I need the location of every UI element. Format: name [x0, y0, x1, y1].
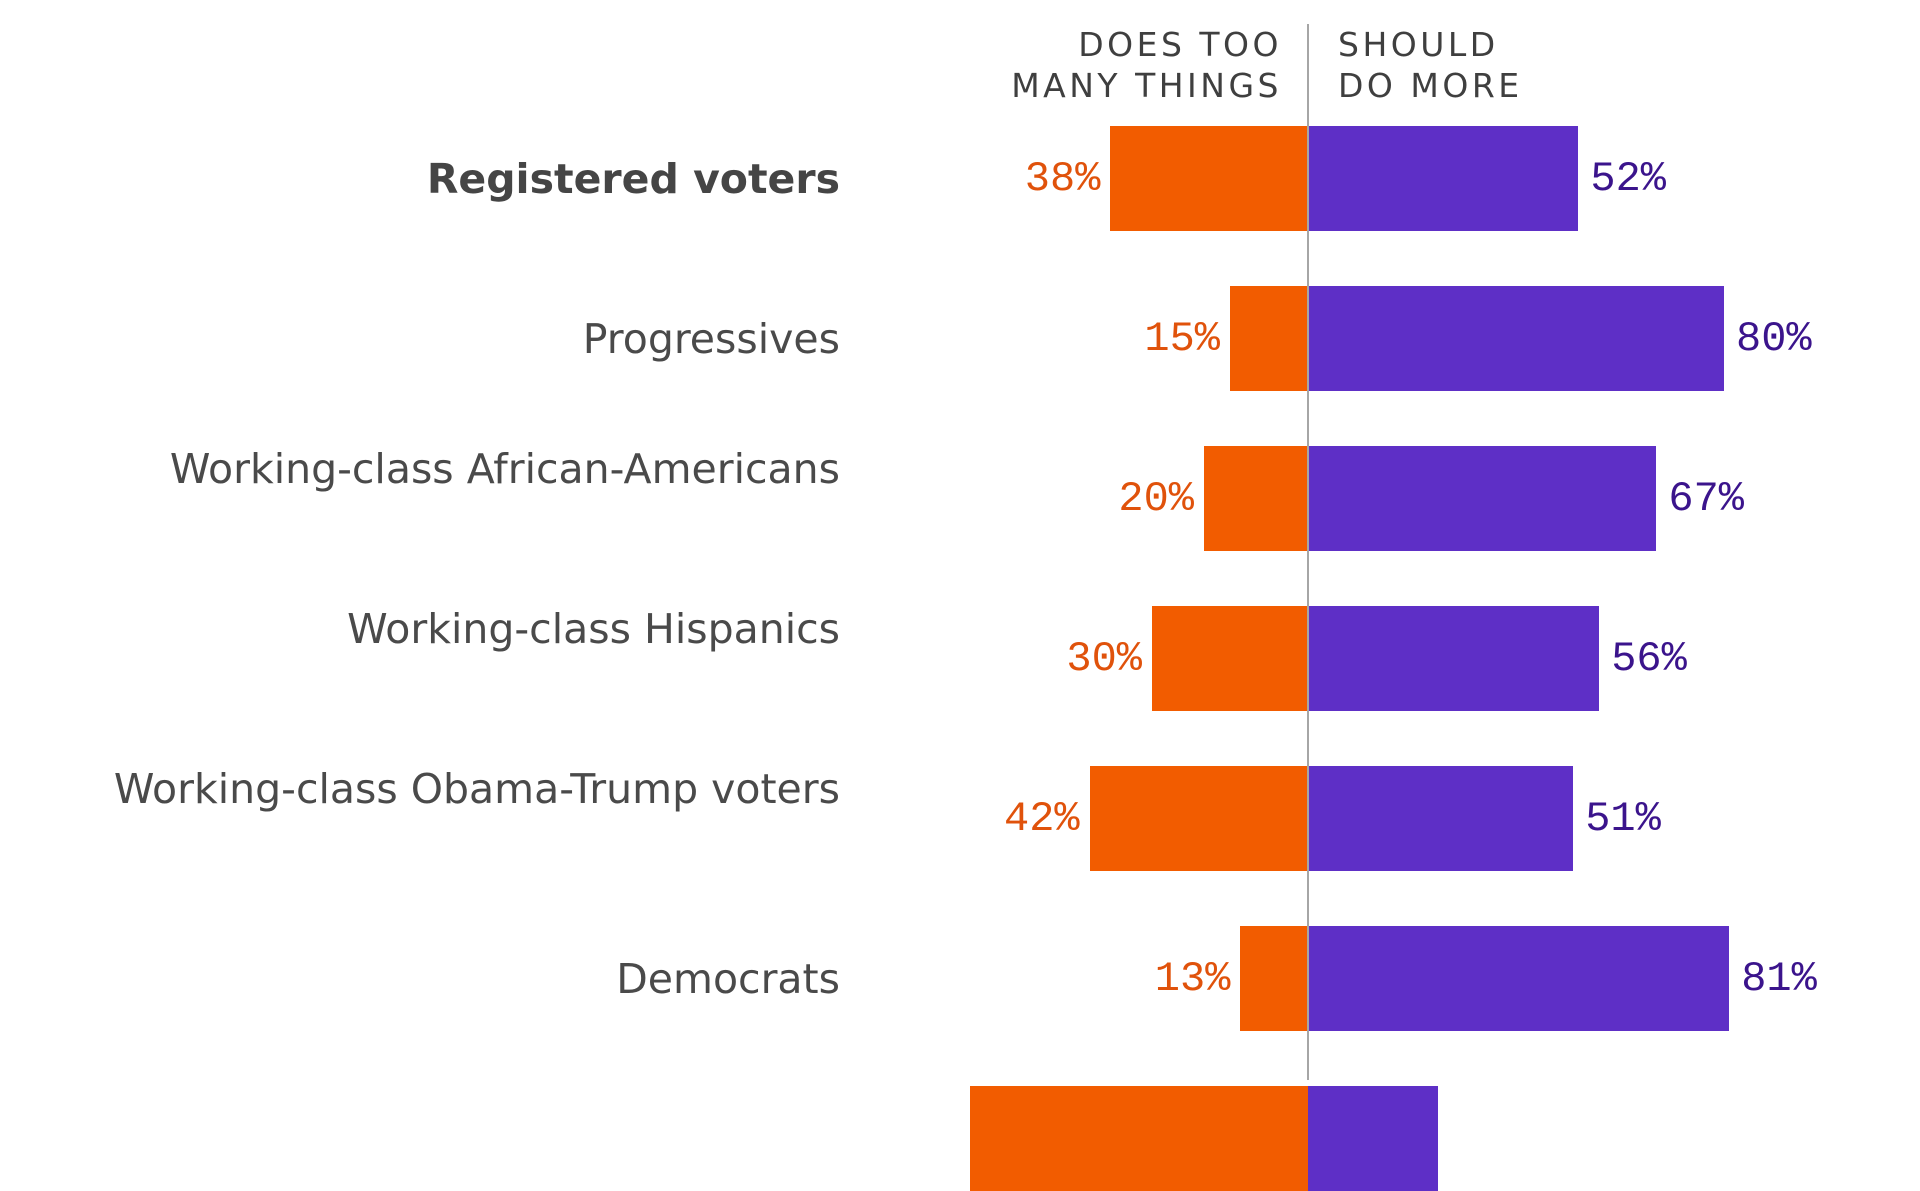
header-should-do-more: SHOULD DO MORE — [1338, 25, 1523, 105]
value-label-should-do-more: 67% — [1668, 474, 1745, 523]
bar-should-do-more — [1308, 446, 1657, 551]
category-label: Democrats — [616, 954, 840, 1003]
category-label: Working-class Hispanics — [347, 604, 840, 653]
center-axis-line — [1307, 24, 1309, 1080]
bar-should-do-more — [1308, 286, 1724, 391]
value-label-does-too-many-things: 38% — [1024, 154, 1101, 203]
diverging-bar-chart: DOES TOO MANY THINGS SHOULD DO MORE Regi… — [113, 24, 1817, 1191]
bar-should-do-more — [1308, 926, 1730, 1031]
category-label: Working-class Obama-Trump voters — [113, 764, 840, 813]
category-label: Progressives — [582, 314, 840, 363]
value-label-should-do-more: 51% — [1585, 794, 1661, 843]
value-label-should-do-more: 80% — [1736, 314, 1812, 363]
value-label-does-too-many-things: 20% — [1118, 474, 1194, 523]
bar-does-too-many-things — [1240, 926, 1308, 1031]
value-label-does-too-many-things: 13% — [1154, 954, 1231, 1003]
value-label-does-too-many-things: 30% — [1066, 634, 1142, 683]
value-label-should-do-more: 81% — [1741, 954, 1817, 1003]
bar-should-do-more — [1308, 766, 1574, 871]
bar-does-too-many-things — [1152, 606, 1308, 711]
bar-does-too-many-things — [1089, 766, 1308, 871]
value-label-should-do-more: 56% — [1611, 634, 1687, 683]
category-label: Working-class African-Americans — [169, 444, 840, 493]
bar-should-do-more — [1308, 1086, 1438, 1191]
value-label-should-do-more: 52% — [1590, 154, 1667, 203]
bar-does-too-many-things — [1230, 286, 1308, 391]
bar-does-too-many-things — [1110, 126, 1308, 231]
bar-should-do-more — [1308, 126, 1579, 231]
bar-should-do-more — [1308, 606, 1600, 711]
category-label: Registered voters — [426, 154, 840, 203]
value-label-does-too-many-things: 42% — [1003, 794, 1080, 843]
value-label-does-too-many-things: 15% — [1144, 314, 1220, 363]
header-does-too-many-things: DOES TOO MANY THINGS — [1011, 25, 1282, 105]
bar-does-too-many-things — [970, 1086, 1308, 1191]
bar-does-too-many-things — [1204, 446, 1308, 551]
